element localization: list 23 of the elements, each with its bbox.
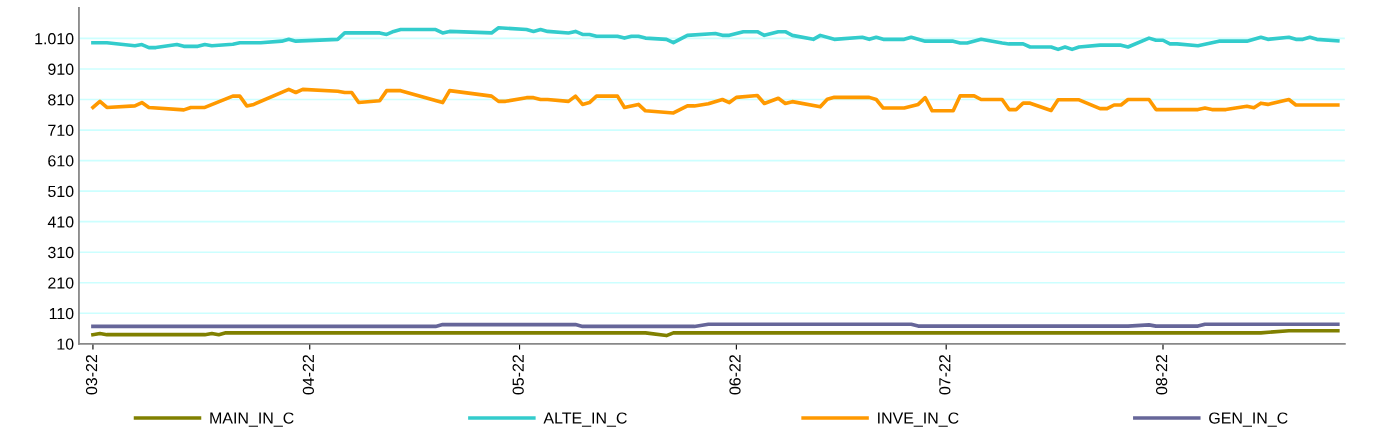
y-tick-label: 1.010 — [35, 33, 74, 45]
y-tick-label: 110 — [49, 307, 74, 320]
line-series — [91, 87, 1340, 115]
line-series — [91, 25, 1340, 52]
y-tick-label: 10 — [57, 338, 74, 350]
legend-label: INVE_IN_C — [878, 412, 959, 427]
y-tick-label: 310 — [48, 246, 74, 259]
x-tick-label: 04-22 — [302, 355, 315, 395]
legend-label: GEN_IN_C — [1209, 412, 1288, 427]
x-tick-label: 06-22 — [729, 355, 741, 395]
x-tick-label: 03-22 — [85, 355, 98, 395]
y-tick-label: 610 — [48, 155, 74, 167]
x-tick-label: 08-22 — [1155, 355, 1168, 395]
x-tick-label: 07-22 — [939, 355, 951, 395]
x-tick-label: 05-22 — [512, 355, 524, 395]
y-tick-label: 510 — [48, 185, 74, 198]
legend-label: ALTE_IN_C — [543, 412, 627, 427]
y-tick-label: 910 — [48, 63, 74, 75]
y-tick-label: 210 — [48, 277, 74, 289]
y-tick-label: 810 — [48, 94, 74, 106]
y-tick-label: 410 — [47, 216, 74, 228]
y-tick-label: 710 — [48, 124, 74, 136]
legend-label: MAIN_IN_C — [210, 412, 294, 427]
